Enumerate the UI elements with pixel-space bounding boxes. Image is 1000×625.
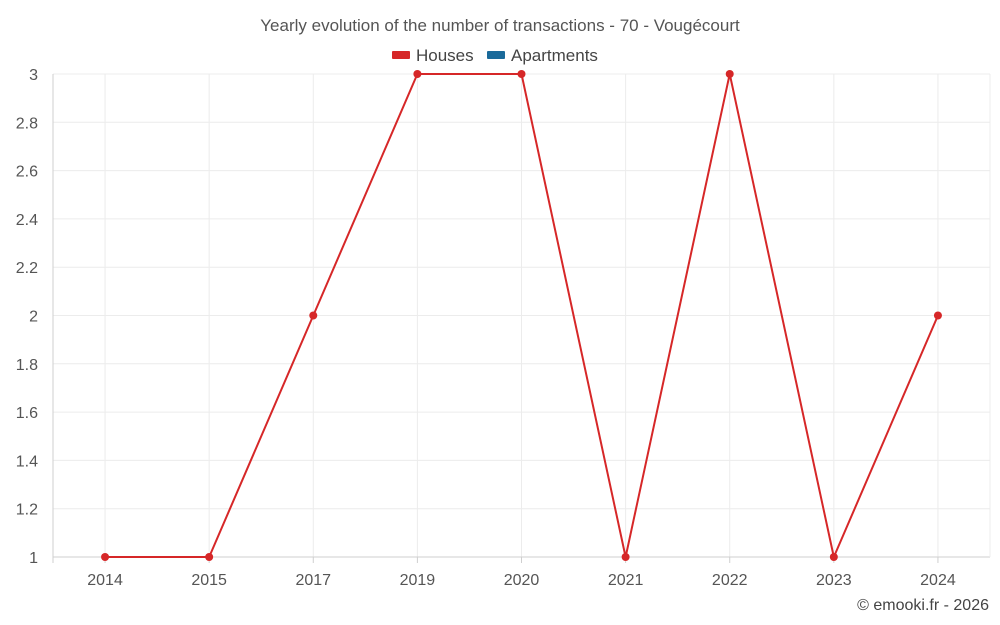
x-tick-label: 2022 (712, 572, 748, 589)
y-tick-label: 2.6 (16, 164, 38, 181)
data-point-houses-2021[interactable] (621, 553, 630, 561)
y-tick-label: 1.4 (16, 453, 38, 470)
data-point-houses-2022[interactable] (725, 70, 734, 78)
chart-title: Yearly evolution of the number of transa… (260, 16, 740, 35)
data-point-houses-2017[interactable] (309, 311, 318, 320)
axes: 1 1.2 1.4 1.6 1.8 2 2.2 2.4 2.6 2.8 3 2014 2015 2017 2… (16, 67, 991, 589)
x-tick-label: 2014 (87, 572, 123, 589)
x-tick-label: 2020 (504, 572, 540, 589)
y-tick-label: 2.4 (16, 212, 38, 229)
legend-swatch-apartments[interactable] (487, 51, 505, 59)
legend: Houses Apartments (392, 46, 598, 65)
credit-text: © emooki.fr - 2026 (857, 597, 989, 614)
data-point-houses-2020[interactable] (517, 70, 526, 78)
x-tick-label: 2024 (920, 572, 956, 589)
data-point-houses-2023[interactable] (829, 553, 838, 561)
y-tick-label: 1.6 (16, 405, 38, 422)
series-layer (101, 70, 942, 561)
y-tick-label: 2.8 (16, 115, 38, 132)
data-point-houses-2024[interactable] (933, 311, 942, 320)
data-point-houses-2019[interactable] (413, 70, 422, 78)
x-tick-label: 2017 (295, 572, 331, 589)
y-tick-label: 1.2 (16, 502, 38, 519)
legend-swatch-houses[interactable] (392, 51, 410, 59)
x-tick-label: 2023 (816, 572, 852, 589)
x-tick-label: 2019 (400, 572, 436, 589)
y-tick-label: 2 (29, 309, 38, 326)
y-tick-label: 2.2 (16, 260, 38, 277)
y-tick-label: 1 (29, 550, 38, 567)
x-tick-label: 2021 (608, 572, 644, 589)
legend-label-apartments[interactable]: Apartments (511, 46, 598, 65)
data-point-houses-2015[interactable] (205, 553, 214, 561)
y-tick-label: 3 (29, 67, 38, 84)
y-tick-label: 1.8 (16, 357, 38, 374)
gridlines (53, 73, 990, 558)
x-tick-label: 2015 (191, 572, 227, 589)
legend-label-houses[interactable]: Houses (416, 46, 474, 65)
data-point-houses-2014[interactable] (101, 553, 110, 561)
